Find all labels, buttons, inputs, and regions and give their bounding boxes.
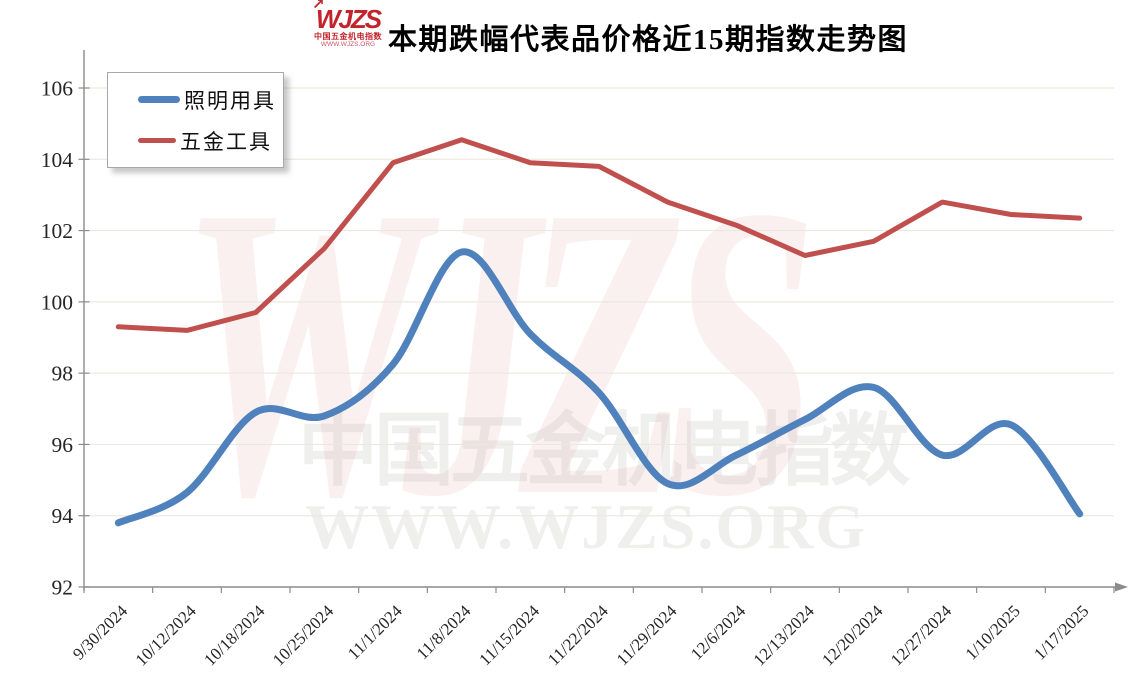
brand-logo-subtitle: 中国五金机电指数 [314,32,382,41]
x-tick-label: 11/29/2024 [613,601,681,669]
legend-swatch-icon [138,138,176,143]
arrow-up-right-icon: ↗ [311,0,325,13]
y-axis-labels: 92 94 96 98 100 102 104 106 [41,77,74,600]
x-tick-label: 12/6/2024 [687,601,750,664]
x-tick-label: 12/27/2024 [887,601,956,670]
y-tick-label: 96 [52,433,74,457]
brand-logo: ↗ WJZS 中国五金机电指数 WWW.WJZS.ORG [306,0,390,49]
brand-logo-text: WJZS [315,4,382,34]
legend-label: 五金工具 [180,129,272,154]
y-tick-label: 106 [41,77,74,101]
axes [78,50,1128,593]
watermark-line2: WWW.WJZS.ORG [305,491,867,562]
x-tick-label: 9/30/2024 [69,601,132,664]
legend-label: 照明用具 [184,88,276,113]
brand-logo-url: WWW.WJZS.ORG [320,41,376,48]
x-tick-label: 1/17/2025 [1030,601,1092,663]
gridlines [84,87,1114,517]
y-tick-label: 94 [52,504,74,528]
legend-item-0: 照明用具 [138,85,283,115]
y-tick-label: 100 [41,290,73,314]
series-lighting-appliances-line [114,248,1084,527]
chart-title: 本期跌幅代表品价格近15期指数走势图 [388,24,909,56]
x-tick-label: 10/25/2024 [269,601,338,670]
series-hardware-tools-line [115,137,1083,333]
x-tick-label: 11/22/2024 [544,601,612,669]
y-tick-label: 104 [41,148,74,172]
x-tick-label: 11/8/2024 [413,601,475,663]
watermark-logo-text: WJZS [180,121,807,584]
x-tick-label: 11/15/2024 [475,601,543,669]
legend: 照明用具五金工具 [107,72,284,168]
watermark-line1: 中国五金机电指数 [298,408,910,496]
x-tick-label: 10/12/2024 [132,601,201,670]
y-tick-label: 98 [52,362,74,386]
x-tick-label: 10/18/2024 [200,601,269,670]
x-axis-arrow-icon [1115,582,1128,592]
legend-swatch-icon [138,96,180,103]
x-tick-label: 11/1/2024 [344,601,406,663]
x-tick-label: 12/20/2024 [818,601,887,670]
x-tick-label: 1/10/2025 [962,601,1024,663]
legend-item-1: 五金工具 [138,126,283,156]
x-tick-label: 12/13/2024 [750,601,819,670]
y-tick-label: 102 [41,219,73,243]
x-axis-labels: 9/30/2024 10/12/2024 10/18/2024 10/25/2024 1… [69,601,1093,670]
y-tick-label: 92 [52,576,74,600]
